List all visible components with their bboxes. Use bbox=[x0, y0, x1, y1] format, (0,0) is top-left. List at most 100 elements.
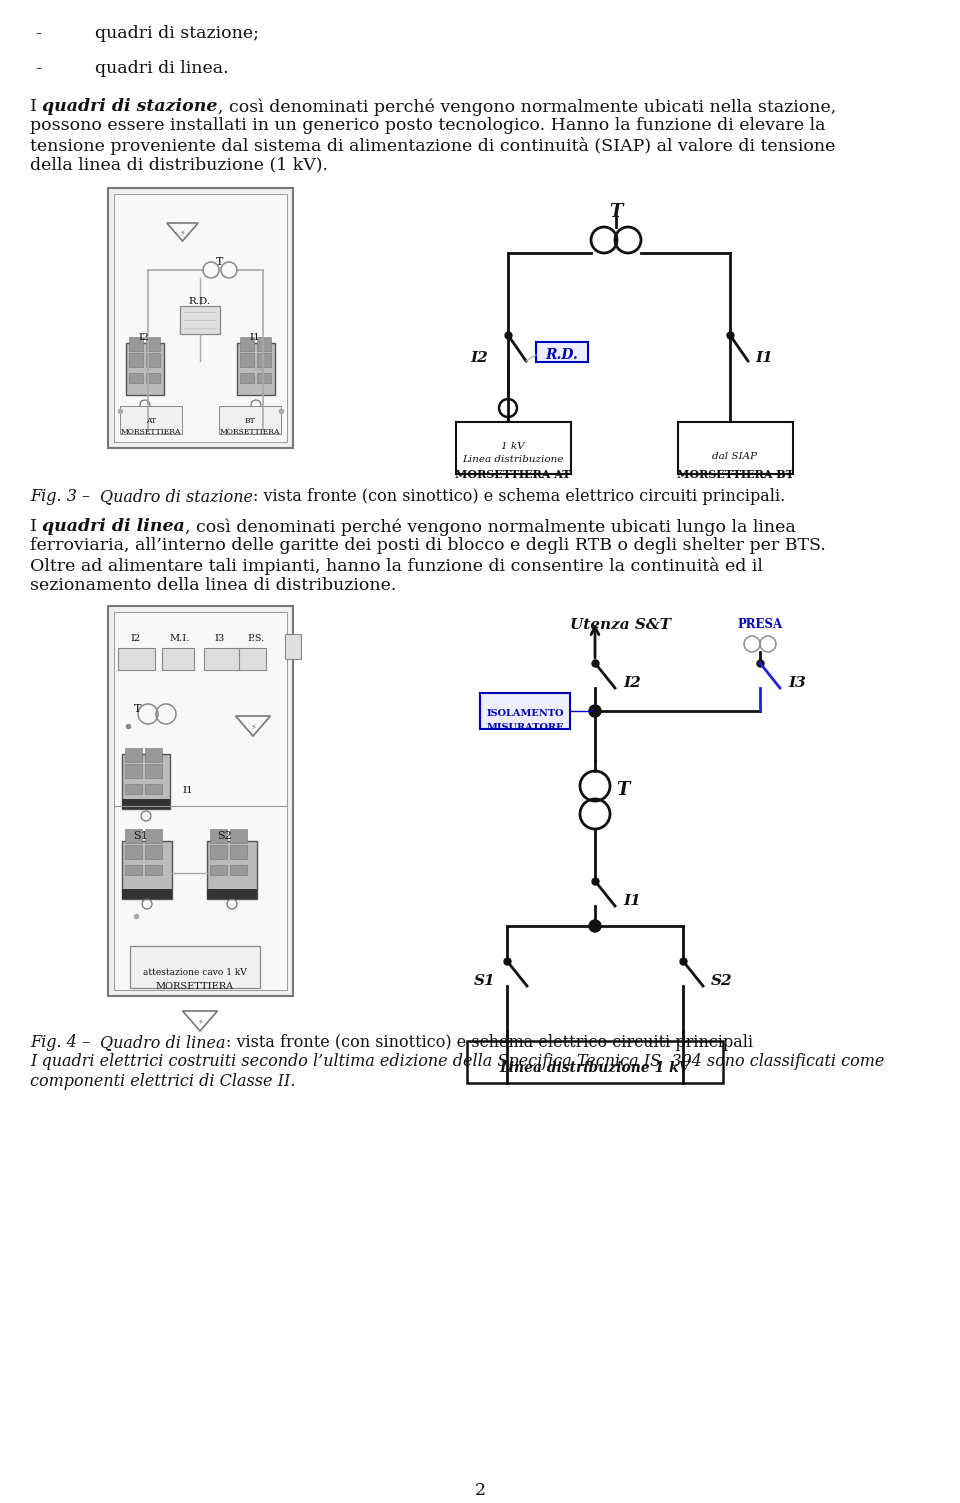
Text: I: I bbox=[30, 519, 42, 535]
Text: tensione proveniente dal sistema di alimentazione di continuità (SIAP) al valore: tensione proveniente dal sistema di alim… bbox=[30, 137, 835, 155]
Text: ⚡: ⚡ bbox=[250, 723, 256, 732]
Bar bbox=[118, 648, 155, 670]
Text: , così denominati perché vengono normalmente ubicati lungo la linea: , così denominati perché vengono normalm… bbox=[185, 519, 796, 535]
Bar bbox=[129, 373, 143, 383]
Text: M.I.: M.I. bbox=[170, 634, 190, 643]
Text: T: T bbox=[216, 257, 224, 268]
Bar bbox=[480, 693, 570, 729]
Bar bbox=[130, 945, 260, 987]
Bar bbox=[108, 188, 293, 448]
Text: S2: S2 bbox=[218, 831, 232, 842]
Text: Fig. 3 –: Fig. 3 – bbox=[30, 488, 100, 505]
Bar bbox=[122, 800, 170, 809]
Text: I1: I1 bbox=[250, 334, 260, 343]
Bar bbox=[120, 406, 182, 434]
Bar bbox=[129, 337, 143, 352]
Text: quadri di stazione;: quadri di stazione; bbox=[95, 26, 259, 42]
Bar bbox=[125, 845, 142, 860]
Text: , così denominati perché vengono normalmente ubicati nella stazione,: , così denominati perché vengono normalm… bbox=[218, 98, 836, 116]
Text: -: - bbox=[35, 60, 41, 77]
Bar bbox=[145, 785, 162, 794]
Text: quadri di linea: quadri di linea bbox=[42, 519, 185, 535]
Text: ISOLAMENTO: ISOLAMENTO bbox=[487, 709, 564, 718]
Bar bbox=[125, 785, 142, 794]
Bar bbox=[257, 353, 271, 367]
Text: AT: AT bbox=[146, 416, 156, 425]
Text: Quadro di linea: Quadro di linea bbox=[100, 1034, 226, 1051]
Bar bbox=[285, 634, 301, 658]
Text: I2: I2 bbox=[470, 352, 488, 365]
Bar bbox=[162, 648, 194, 670]
Text: quadri di stazione: quadri di stazione bbox=[42, 98, 218, 116]
Bar bbox=[467, 1042, 723, 1084]
Text: Utenza S&T: Utenza S&T bbox=[569, 618, 670, 631]
Text: PRESA: PRESA bbox=[737, 618, 782, 631]
Bar bbox=[230, 845, 247, 860]
Text: P.S.: P.S. bbox=[248, 634, 265, 643]
Bar bbox=[122, 888, 172, 899]
Text: 2: 2 bbox=[474, 1482, 486, 1498]
Bar bbox=[125, 866, 142, 875]
Text: Linea distribuzione 1 kV: Linea distribuzione 1 kV bbox=[500, 1061, 690, 1075]
Bar bbox=[230, 830, 247, 843]
Text: MORSETTIERA AT: MORSETTIERA AT bbox=[455, 469, 571, 479]
Text: della linea di distribuzione (1 kV).: della linea di distribuzione (1 kV). bbox=[30, 156, 328, 173]
Bar bbox=[145, 748, 162, 762]
Text: Fig. 4 –: Fig. 4 – bbox=[30, 1034, 100, 1051]
Bar bbox=[108, 606, 293, 996]
Text: I: I bbox=[30, 98, 42, 116]
Text: ⚡: ⚡ bbox=[197, 1018, 203, 1027]
Bar bbox=[257, 373, 271, 383]
Text: MORSETTIERA BT: MORSETTIERA BT bbox=[677, 469, 793, 479]
Text: Linea distribuzione: Linea distribuzione bbox=[463, 455, 564, 464]
Text: I3: I3 bbox=[788, 676, 805, 690]
Text: I1: I1 bbox=[755, 352, 773, 365]
Bar bbox=[125, 748, 142, 762]
Bar bbox=[146, 373, 160, 383]
Text: R.D.: R.D. bbox=[545, 349, 578, 362]
Text: componenti elettrici di Classe II.: componenti elettrici di Classe II. bbox=[30, 1073, 296, 1090]
Text: T: T bbox=[134, 703, 142, 714]
Text: MORSETTIERA: MORSETTIERA bbox=[121, 428, 181, 436]
Bar bbox=[240, 353, 254, 367]
Bar bbox=[125, 764, 142, 779]
Text: R.D.: R.D. bbox=[189, 298, 211, 307]
Text: ⚡: ⚡ bbox=[180, 228, 185, 237]
Text: I2: I2 bbox=[138, 334, 150, 343]
Text: dal SIAP: dal SIAP bbox=[712, 452, 757, 461]
Text: sezionamento della linea di distribuzione.: sezionamento della linea di distribuzion… bbox=[30, 577, 396, 594]
Text: I quadri elettrici costruiti secondo l’ultima edizione della Specifica Tecnica I: I quadri elettrici costruiti secondo l’u… bbox=[30, 1054, 884, 1070]
Bar bbox=[536, 343, 588, 362]
Text: MORSETTIERA: MORSETTIERA bbox=[220, 428, 280, 436]
Text: T: T bbox=[616, 782, 630, 800]
Bar bbox=[122, 842, 172, 899]
Text: S2: S2 bbox=[711, 974, 732, 987]
Text: MORSETTIERA: MORSETTIERA bbox=[156, 981, 234, 990]
Bar bbox=[240, 373, 254, 383]
Bar bbox=[145, 845, 162, 860]
Text: I1: I1 bbox=[623, 894, 640, 908]
Bar bbox=[240, 337, 254, 352]
Bar bbox=[145, 866, 162, 875]
Bar bbox=[207, 888, 257, 899]
Text: S1: S1 bbox=[132, 831, 148, 842]
Text: Oltre ad alimentare tali impianti, hanno la funzione di consentire la continuità: Oltre ad alimentare tali impianti, hanno… bbox=[30, 558, 763, 576]
Text: : vista fronte (con sinottico) e schema elettrico circuiti principali: : vista fronte (con sinottico) e schema … bbox=[226, 1034, 753, 1051]
Bar bbox=[210, 845, 227, 860]
Text: BT: BT bbox=[245, 416, 255, 425]
Bar bbox=[114, 612, 287, 990]
Bar bbox=[129, 353, 143, 367]
Text: ferroviaria, all’interno delle garitte dei posti di blocco e degli RTB o degli s: ferroviaria, all’interno delle garitte d… bbox=[30, 538, 826, 555]
Text: MISURATORE: MISURATORE bbox=[487, 723, 564, 732]
Text: I3: I3 bbox=[215, 634, 226, 643]
Text: quadri di linea.: quadri di linea. bbox=[95, 60, 228, 77]
Bar bbox=[230, 866, 247, 875]
Bar bbox=[237, 343, 275, 395]
Bar bbox=[146, 353, 160, 367]
Text: I2: I2 bbox=[131, 634, 141, 643]
Bar bbox=[146, 337, 160, 352]
Bar bbox=[145, 830, 162, 843]
Bar bbox=[207, 842, 257, 899]
Circle shape bbox=[589, 705, 601, 717]
Bar bbox=[257, 337, 271, 352]
